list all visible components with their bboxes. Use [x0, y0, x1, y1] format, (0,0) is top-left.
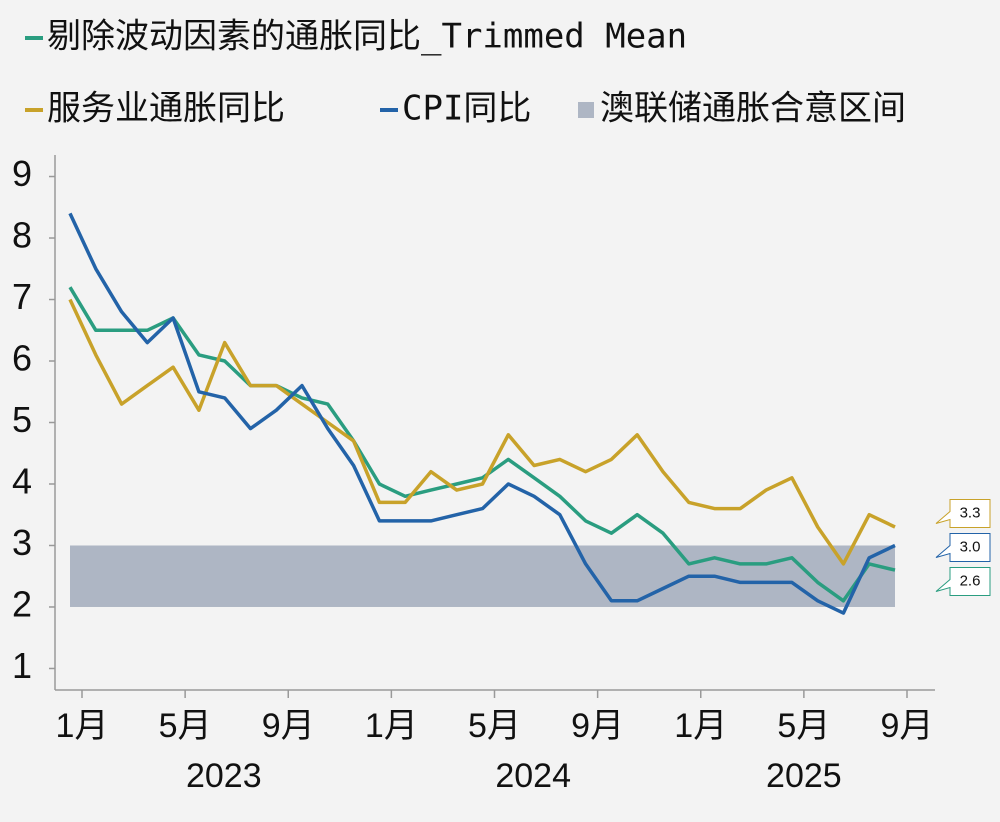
x-tick-label: 9月: [881, 707, 934, 745]
value-label: 2.6: [960, 573, 981, 590]
year-label: 2023: [186, 757, 262, 795]
year-label: 2025: [766, 757, 842, 795]
x-tick-label: 5月: [159, 707, 212, 745]
value-label: 3.3: [960, 505, 981, 522]
x-tick-label: 5月: [468, 707, 521, 745]
x-tick-label: 1月: [674, 707, 727, 745]
legend-label: 剔除波动因素的通胀同比_Trimmed Mean: [47, 17, 687, 57]
callout-box: [935, 567, 991, 597]
series-line: [68, 212, 896, 615]
legend-label: 澳联储通胀合意区间: [600, 89, 906, 129]
legend-label: CPI同比: [402, 89, 531, 129]
series-line: [68, 298, 896, 566]
y-tick-label: 7: [12, 276, 32, 317]
y-tick-label: 1: [12, 645, 32, 686]
callout-box: [935, 533, 991, 563]
y-tick-label: 9: [12, 153, 32, 194]
x-tick-label: 9月: [262, 707, 315, 745]
legend-swatch: [578, 102, 594, 118]
legend-label: 服务业通胀同比: [47, 89, 285, 129]
series-line: [68, 286, 896, 603]
y-tick-label: 2: [12, 583, 32, 624]
target-band: [70, 545, 895, 607]
x-tick-label: 1月: [365, 707, 418, 745]
callout-box: [935, 499, 991, 529]
y-tick-label: 6: [12, 338, 32, 379]
value-label: 3.0: [960, 539, 981, 556]
x-tick-label: 9月: [571, 707, 624, 745]
y-tick-label: 8: [12, 215, 32, 256]
x-tick-label: 5月: [777, 707, 830, 745]
y-tick-label: 4: [12, 461, 32, 502]
y-tick-label: 5: [12, 399, 32, 440]
year-label: 2024: [495, 757, 571, 795]
x-tick-label: 1月: [56, 707, 109, 745]
y-tick-label: 3: [12, 522, 32, 563]
